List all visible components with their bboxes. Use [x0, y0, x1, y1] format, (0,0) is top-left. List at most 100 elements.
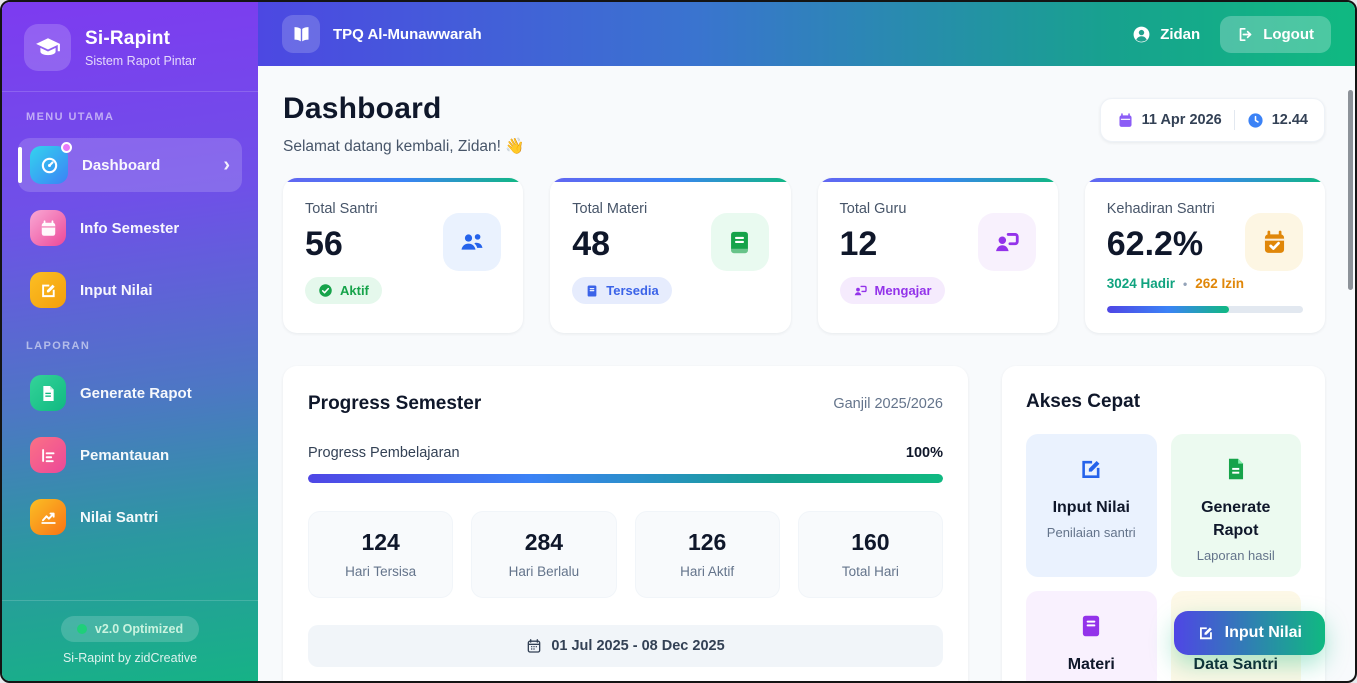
attendance-progress-fill [1106, 306, 1229, 313]
document-icon [1181, 456, 1292, 482]
status-dot-icon [76, 624, 87, 634]
edit-icon [1197, 624, 1215, 642]
calendar-icon [526, 638, 542, 654]
book-icon [585, 284, 599, 298]
page-title: Dashboard [283, 92, 442, 125]
input-nilai-fab-button[interactable]: Input Nilai [1173, 611, 1325, 655]
teacher-icon [977, 213, 1036, 271]
line-chart-icon [30, 499, 66, 535]
akses-cepat-card: Akses Cepat Input Nilai Penilaian santri [1002, 366, 1325, 681]
stat-value: 12 [839, 225, 878, 263]
datetime-widget: 11 Apr 2026 12.44 [1099, 98, 1325, 142]
stat-value: 48 [572, 225, 611, 263]
stat-card-total-materi: Total Materi 48 Tersedia [550, 178, 791, 333]
stat-cards: Total Santri 56 Aktif [283, 178, 1325, 333]
user-icon [1132, 25, 1151, 44]
date-display: 11 Apr 2026 [1117, 112, 1222, 129]
topbar: TPQ Al-Munawwarah Zidan Logout [258, 2, 1355, 66]
sidebar-item-pemantauan[interactable]: Pemantauan [18, 429, 242, 481]
stat-card-kehadiran: Kehadiran Santri 62.2% 3024 Hadir • 262 … [1084, 178, 1325, 333]
book-icon [1036, 613, 1147, 639]
gauge-icon [30, 142, 72, 184]
stat-label: Total Guru [839, 201, 907, 217]
progress-semester-card: Progress Semester Ganjil 2025/2026 Progr… [283, 366, 968, 681]
scrollbar[interactable] [1347, 68, 1353, 679]
calendar-icon [1117, 112, 1134, 129]
chevron-right-icon: › [223, 154, 230, 176]
quick-tile-input-nilai[interactable]: Input Nilai Penilaian santri [1026, 434, 1157, 578]
sidebar-item-label: Pemantauan [80, 446, 170, 464]
clock-icon [1247, 112, 1264, 129]
status-badge: Tersedia [572, 277, 672, 304]
stat-box-total-hari: 160 Total Hari [797, 511, 943, 598]
sidebar-item-dashboard[interactable]: Dashboard › [18, 138, 242, 192]
edit-icon [30, 272, 66, 308]
scrollbar-thumb[interactable] [1348, 90, 1353, 290]
stat-value: 62.2% [1106, 225, 1204, 263]
sidebar-item-label: Info Semester [80, 219, 180, 237]
brand: Si-Rapint Sistem Rapot Pintar [2, 2, 258, 91]
divider [1233, 110, 1235, 130]
semester-progress-fill [308, 474, 943, 483]
logout-button[interactable]: Logout [1220, 15, 1331, 53]
semester-date-range: 01 Jul 2025 - 08 Dec 2025 [308, 625, 943, 667]
quick-tile-materi[interactable]: Materi [1026, 591, 1157, 681]
sidebar-item-nilai-santri[interactable]: Nilai Santri [18, 491, 242, 543]
book-icon [710, 213, 769, 271]
calendar-check-icon [1245, 213, 1303, 271]
stat-box-hari-tersisa: 124 Hari Tersisa [308, 511, 454, 598]
graduation-cap-icon [24, 24, 71, 71]
status-badge: Aktif [305, 277, 382, 304]
dashboard-content: Dashboard Selamat datang kembali, Zidan!… [258, 66, 1355, 681]
attendance-detail: 3024 Hadir • 262 Izin [1106, 276, 1245, 291]
sidebar-item-label: Dashboard [82, 156, 161, 174]
stat-label: Total Santri [305, 201, 378, 217]
check-circle-icon [318, 283, 333, 298]
calendar-icon [30, 210, 66, 246]
greeting-text: Selamat datang kembali, Zidan! 👋 [283, 138, 525, 155]
stat-card-total-guru: Total Guru 12 Mengajar [817, 178, 1058, 333]
stat-value: 56 [305, 225, 343, 263]
bar-chart-icon [30, 437, 66, 473]
open-book-icon [282, 15, 320, 53]
progress-label: Progress Pembelajaran [308, 445, 460, 461]
teacher-icon [853, 283, 868, 298]
sidebar-item-input-nilai[interactable]: Input Nilai [18, 264, 242, 316]
semester-progress-track [308, 474, 943, 483]
app-title: Si-Rapint [85, 27, 171, 49]
user-menu[interactable]: Zidan [1132, 25, 1200, 44]
credit-text: Si-Rapint by zidCreative [62, 651, 198, 665]
menu-section-label: MENU UTAMA [26, 111, 115, 123]
status-badge: Mengajar [839, 277, 945, 304]
sidebar-item-label: Generate Rapot [80, 384, 192, 402]
sidebar: Si-Rapint Sistem Rapot Pintar MENU UTAMA… [2, 2, 258, 681]
stat-label: Kehadiran Santri [1106, 201, 1215, 217]
card-title: Progress Semester [308, 393, 482, 414]
progress-percentage: 100% [905, 445, 943, 461]
version-badge: v2.0 Optimized [60, 616, 200, 642]
sidebar-footer: v2.0 Optimized Si-Rapint by zidCreative [2, 600, 258, 681]
stat-card-total-santri: Total Santri 56 Aktif [283, 178, 524, 333]
card-title: Akses Cepat [1026, 391, 1141, 412]
sidebar-item-generate-rapot[interactable]: Generate Rapot [18, 367, 242, 419]
stat-label: Total Materi [572, 201, 648, 217]
notification-dot [61, 142, 72, 153]
edit-icon [1036, 456, 1147, 482]
logout-icon [1237, 26, 1254, 43]
stat-box-hari-berlalu: 284 Hari Berlalu [471, 511, 617, 598]
sidebar-item-info-semester[interactable]: Info Semester [18, 202, 242, 254]
semester-label: Ganjil 2025/2026 [833, 396, 943, 412]
school-name: TPQ Al-Munawwarah [282, 15, 482, 53]
username: Zidan [1160, 25, 1201, 43]
attendance-progress-track [1106, 306, 1303, 313]
sidebar-item-label: Input Nilai [80, 281, 153, 299]
users-icon [443, 213, 502, 271]
time-display: 12.44 [1247, 112, 1308, 129]
quick-tile-generate-rapot[interactable]: Generate Rapot Laporan hasil [1170, 434, 1301, 578]
sidebar-item-label: Nilai Santri [80, 508, 159, 526]
main-area: TPQ Al-Munawwarah Zidan Logout [258, 2, 1355, 681]
report-section-label: LAPORAN [26, 340, 91, 352]
stat-box-hari-aktif: 126 Hari Aktif [634, 511, 780, 598]
app-tagline: Sistem Rapot Pintar [85, 53, 197, 68]
